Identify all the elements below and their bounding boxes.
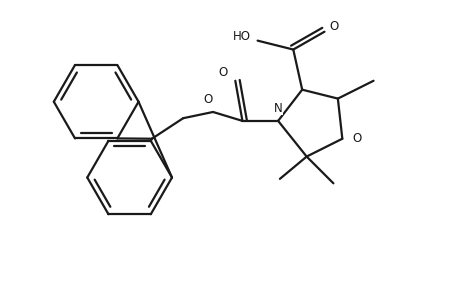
Text: O: O [352,132,361,145]
Text: O: O [330,20,339,33]
Text: HO: HO [233,30,251,43]
Text: O: O [203,93,212,106]
Text: N: N [274,102,282,115]
Text: O: O [218,66,227,79]
